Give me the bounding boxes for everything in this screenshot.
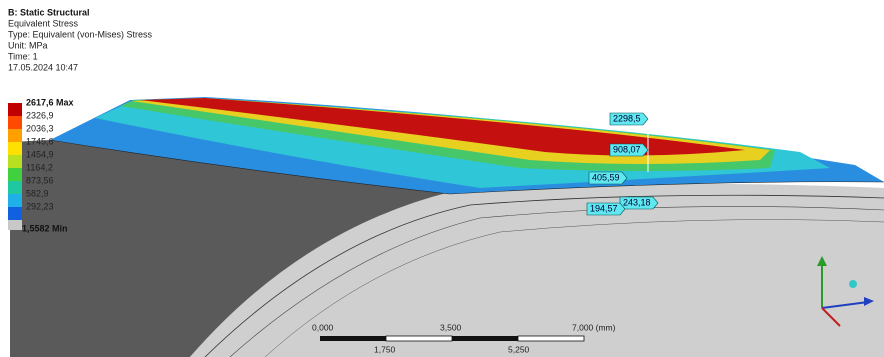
viewport: 0,000 3,500 7,000 (mm) 1,750 5,250 B: St… bbox=[0, 0, 884, 357]
scale-seg bbox=[320, 336, 386, 341]
header-line: Equivalent Stress bbox=[8, 18, 79, 28]
legend-min: 1,5582 Min bbox=[22, 223, 68, 233]
scale-label: 3,500 bbox=[440, 322, 462, 332]
scale-label: 0,000 bbox=[312, 322, 334, 332]
legend-label: 292,23 bbox=[26, 201, 54, 211]
legend-label: 582,9 bbox=[26, 188, 49, 198]
probe: 2298,5 bbox=[610, 113, 648, 125]
probe-label: 405,59 bbox=[592, 172, 620, 182]
scale-label: 7,000 (mm) bbox=[572, 322, 616, 332]
legend-swatch bbox=[8, 129, 22, 142]
legend-swatch bbox=[8, 116, 22, 129]
header-title: B: Static Structural bbox=[8, 7, 90, 17]
legend-swatch bbox=[8, 220, 22, 230]
probe: 194,57 bbox=[587, 203, 625, 215]
probe-label: 2298,5 bbox=[613, 113, 641, 123]
legend-swatch bbox=[8, 103, 22, 116]
probe: 243,18 bbox=[620, 197, 658, 209]
triad-sphere bbox=[849, 280, 857, 288]
legend-swatch bbox=[8, 181, 22, 194]
legend-label: 2326,9 bbox=[26, 110, 54, 120]
scale-seg bbox=[518, 336, 584, 341]
legend-swatch bbox=[8, 168, 22, 181]
header-line: Type: Equivalent (von-Mises) Stress bbox=[8, 29, 153, 39]
model-view: 0,000 3,500 7,000 (mm) 1,750 5,250 B: St… bbox=[0, 0, 884, 357]
legend-max: 2617,6 Max bbox=[26, 97, 74, 107]
probe: 405,59 bbox=[589, 172, 627, 184]
probe-label: 908,07 bbox=[613, 144, 641, 154]
header-line: 17.05.2024 10:47 bbox=[8, 62, 78, 72]
legend-swatch bbox=[8, 142, 22, 155]
scale-label: 5,250 bbox=[508, 344, 530, 354]
legend-label: 1454,9 bbox=[26, 149, 54, 159]
legend-label: 2036,3 bbox=[26, 123, 54, 133]
scale-label: 1,750 bbox=[374, 344, 396, 354]
legend-swatch bbox=[8, 194, 22, 207]
header-line: Time: 1 bbox=[8, 51, 38, 61]
legend-label: 873,56 bbox=[26, 175, 54, 185]
legend-swatch bbox=[8, 207, 22, 220]
scale-seg bbox=[452, 336, 518, 341]
header-line: Unit: MPa bbox=[8, 40, 48, 50]
legend-label: 1745,6 bbox=[26, 136, 54, 146]
legend-swatch bbox=[8, 155, 22, 168]
probe-label: 243,18 bbox=[623, 197, 651, 207]
probe: 908,07 bbox=[610, 144, 648, 156]
scale-seg bbox=[386, 336, 452, 341]
legend-label: 1164,2 bbox=[26, 162, 53, 172]
probe-label: 194,57 bbox=[590, 203, 618, 213]
